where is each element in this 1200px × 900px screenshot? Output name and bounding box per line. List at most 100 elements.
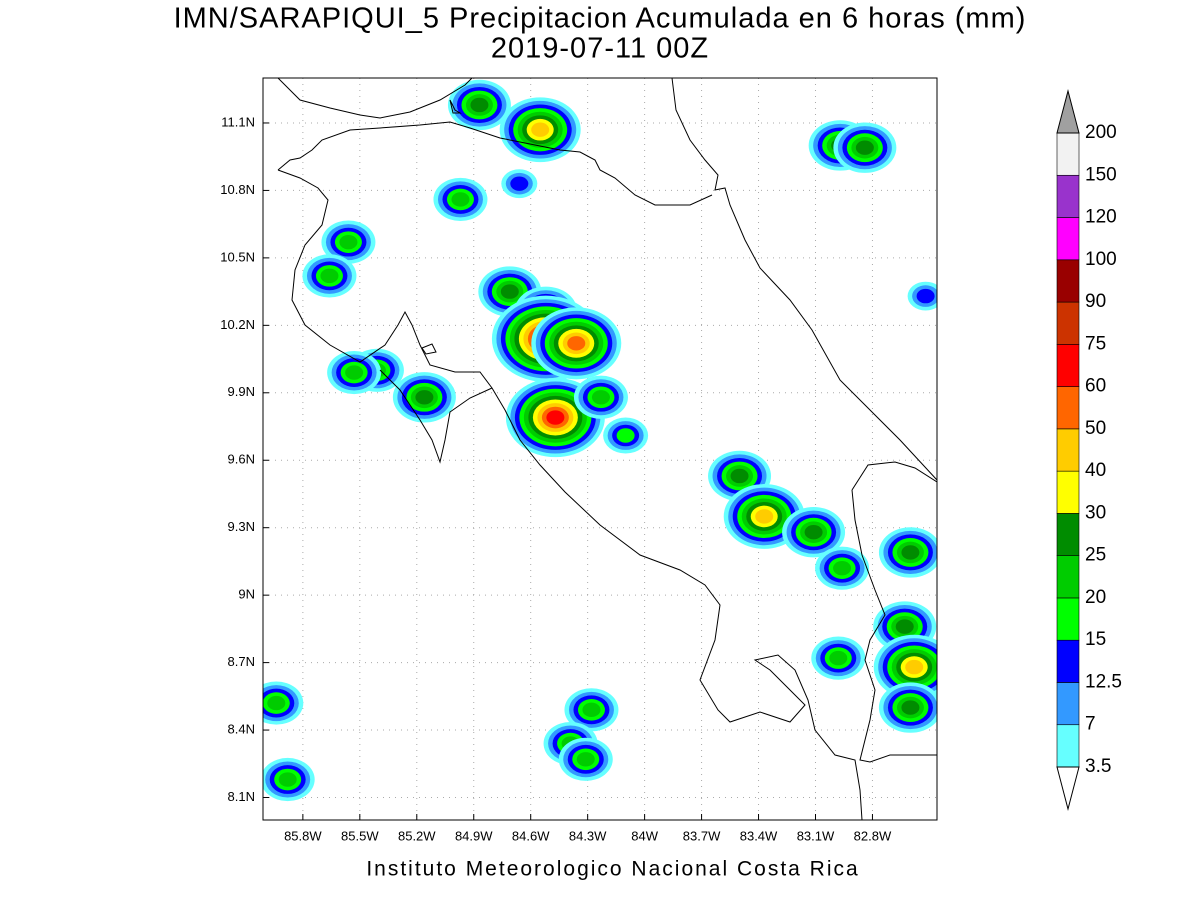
panama-border	[851, 461, 937, 763]
contour-band	[345, 365, 364, 380]
colorbar-label: 12.5	[1085, 671, 1122, 692]
colorbar-label: 7	[1085, 714, 1096, 735]
contour-band	[567, 336, 586, 351]
lake-island	[449, 99, 462, 114]
precip-cell	[263, 681, 304, 725]
precip-cell	[564, 688, 619, 732]
precip-cell	[321, 220, 376, 264]
contour-band	[755, 509, 774, 524]
colorbar-label: 100	[1085, 249, 1117, 270]
precip-field	[263, 79, 937, 802]
y-tick-label: 11.1N	[221, 114, 255, 129]
colorbar-label: 50	[1085, 418, 1106, 439]
contour-band	[500, 284, 519, 299]
y-tick-label: 10.5N	[220, 249, 255, 264]
contour-band	[616, 428, 635, 443]
precip-cell	[531, 307, 622, 380]
contour-band	[905, 659, 924, 675]
contour-band	[582, 702, 601, 718]
colorbar-label: 200	[1085, 122, 1117, 143]
colorbar-label: 150	[1085, 164, 1117, 185]
contour-band	[901, 700, 920, 715]
contour-band	[855, 140, 874, 155]
border-north	[277, 121, 713, 206]
x-tick-label: 85.8W	[284, 828, 322, 843]
colorbar-segment	[1056, 555, 1080, 599]
contour-band	[829, 650, 848, 666]
colorbar-segment	[1056, 682, 1080, 726]
colorbar-label: 75	[1085, 333, 1106, 354]
colorbar-label: 20	[1085, 587, 1106, 608]
contour-band	[320, 268, 339, 284]
lake-shore	[277, 78, 473, 119]
colorbar-segment	[1056, 639, 1080, 683]
colorbar-label: 30	[1085, 502, 1106, 523]
y-tick-label: 8.1N	[228, 789, 255, 804]
precip-cell	[499, 97, 581, 163]
colorbar-segment	[1056, 259, 1080, 303]
precip-cell	[573, 375, 628, 419]
colorbar-segment	[1056, 513, 1080, 556]
colorbar-segment	[1056, 344, 1080, 387]
contour-band	[470, 97, 489, 113]
x-tick-label: 85.2W	[398, 828, 436, 843]
contour-band	[895, 619, 914, 634]
pacific-coast	[277, 169, 863, 820]
precip-cell	[433, 177, 488, 222]
precip-cell	[447, 79, 511, 131]
x-tick-label: 84W	[631, 828, 658, 843]
contour-band	[833, 560, 852, 576]
coastlines	[277, 78, 937, 820]
colorbar: 3.5 7 12.5 15 20 25 30 40 50 60 75 90 100 120 150 200	[1056, 89, 1122, 811]
contour-band	[278, 772, 297, 787]
colorbar-segment	[1056, 470, 1080, 514]
colorbar-segment	[1056, 174, 1080, 218]
gulf-islet	[421, 343, 437, 355]
precip-cell	[782, 506, 846, 558]
contour-band	[576, 752, 595, 767]
colorbar-label: 90	[1085, 291, 1106, 312]
x-tick-label: 84.6W	[512, 828, 550, 843]
y-tick-label: 9.9N	[228, 384, 255, 399]
precip-cell	[878, 682, 937, 733]
map-frame	[262, 77, 938, 821]
title: IMN/SARAPIQUI_5 Precipitacion Acumulada …	[174, 3, 1027, 35]
colorbar-label: 15	[1085, 629, 1106, 650]
x-tick-label: 83.1W	[797, 828, 835, 843]
colorbar-over	[1056, 89, 1080, 134]
y-tick-label: 10.8N	[220, 182, 255, 197]
precip-cell	[708, 450, 772, 502]
precip-cell	[873, 634, 937, 700]
precip-cell	[878, 527, 937, 578]
x-tick-label: 84.9W	[455, 828, 493, 843]
contour-band	[531, 122, 550, 137]
precip-cell	[603, 417, 649, 454]
x-tick-label: 83.4W	[740, 828, 778, 843]
precip-cell	[392, 372, 456, 423]
colorbar-segment	[1056, 132, 1080, 176]
y-tick-label: 8.4N	[228, 721, 255, 736]
precip-cell	[833, 122, 897, 173]
footer: Instituto Meteorologico Nacional Costa R…	[366, 858, 859, 881]
contour-band	[546, 410, 565, 425]
caribbean-coast	[671, 78, 937, 481]
precip-cell	[815, 546, 870, 590]
x-tick-label: 82.8W	[854, 828, 892, 843]
colorbar-segment	[1056, 386, 1080, 430]
y-tick-label: 8.7N	[228, 654, 255, 669]
y-tick-label: 10.2N	[220, 317, 255, 332]
contour-band	[804, 524, 823, 540]
colorbar-segment	[1056, 597, 1080, 641]
x-tick-label: 84.3W	[569, 828, 607, 843]
colorbar-label: 120	[1085, 207, 1117, 228]
contour-band	[730, 468, 749, 484]
contour-band	[339, 234, 358, 250]
precip-cell	[907, 281, 937, 311]
precip-cell	[811, 636, 866, 680]
precip-cell	[263, 757, 315, 802]
contour-band	[510, 176, 529, 191]
precip-cell	[558, 737, 613, 781]
colorbar-under	[1056, 766, 1080, 811]
precip-cell	[501, 169, 538, 199]
y-tick-label: 9N	[238, 587, 255, 602]
